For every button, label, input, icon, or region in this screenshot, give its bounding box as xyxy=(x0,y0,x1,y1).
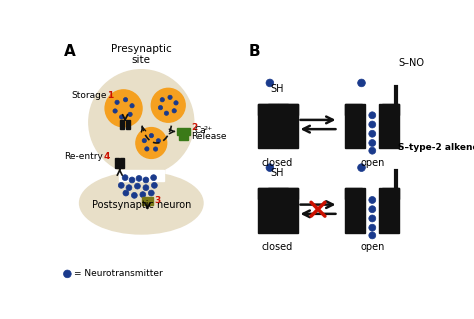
Text: 2+: 2+ xyxy=(204,126,213,131)
Circle shape xyxy=(145,147,149,151)
Bar xyxy=(379,189,399,233)
Circle shape xyxy=(358,164,365,172)
Bar xyxy=(346,104,365,148)
Bar xyxy=(257,189,278,233)
Bar xyxy=(383,104,399,115)
Text: 4: 4 xyxy=(103,152,110,161)
Bar xyxy=(278,189,298,233)
Text: Release: Release xyxy=(191,131,227,141)
Circle shape xyxy=(130,104,134,108)
Text: Re-entry: Re-entry xyxy=(64,152,103,161)
Circle shape xyxy=(129,177,135,183)
Circle shape xyxy=(123,190,129,196)
Circle shape xyxy=(369,112,376,119)
Circle shape xyxy=(135,183,140,189)
Circle shape xyxy=(105,90,142,127)
Text: 2: 2 xyxy=(191,123,198,132)
Circle shape xyxy=(160,98,164,102)
Circle shape xyxy=(266,164,273,172)
Circle shape xyxy=(156,139,161,143)
Text: = Neurotransmitter: = Neurotransmitter xyxy=(74,270,163,278)
Circle shape xyxy=(143,185,149,190)
Text: SH: SH xyxy=(271,84,284,94)
Bar xyxy=(257,104,288,115)
Bar xyxy=(346,189,362,199)
Bar xyxy=(119,170,164,181)
Circle shape xyxy=(140,192,146,197)
Circle shape xyxy=(136,175,142,181)
Circle shape xyxy=(369,224,376,231)
Bar xyxy=(126,120,130,129)
Circle shape xyxy=(151,88,185,122)
Circle shape xyxy=(266,79,273,87)
Circle shape xyxy=(369,197,376,204)
Circle shape xyxy=(136,128,167,159)
FancyBboxPatch shape xyxy=(142,197,153,204)
Circle shape xyxy=(369,206,376,213)
Bar xyxy=(267,189,298,199)
Text: closed: closed xyxy=(262,158,293,167)
Text: Presynaptic
site: Presynaptic site xyxy=(111,44,172,65)
Circle shape xyxy=(152,182,157,188)
Bar xyxy=(267,104,298,115)
Circle shape xyxy=(369,130,376,137)
Circle shape xyxy=(168,95,172,100)
Circle shape xyxy=(151,175,156,181)
Bar xyxy=(346,189,365,233)
Circle shape xyxy=(158,106,163,110)
Bar xyxy=(278,104,298,148)
FancyBboxPatch shape xyxy=(179,135,188,140)
Circle shape xyxy=(143,177,149,183)
Bar xyxy=(383,189,399,199)
Circle shape xyxy=(149,133,154,138)
Bar xyxy=(346,104,362,115)
Circle shape xyxy=(164,111,169,115)
Circle shape xyxy=(369,215,376,222)
Circle shape xyxy=(369,232,376,239)
Circle shape xyxy=(174,101,178,105)
Circle shape xyxy=(369,121,376,128)
Circle shape xyxy=(118,182,124,188)
Bar xyxy=(115,158,119,168)
Circle shape xyxy=(64,270,71,278)
Bar xyxy=(257,189,288,199)
Text: open: open xyxy=(360,242,384,252)
Ellipse shape xyxy=(80,172,203,234)
Text: 3: 3 xyxy=(155,196,161,205)
Bar xyxy=(257,104,278,148)
Bar xyxy=(118,162,164,176)
Circle shape xyxy=(148,190,154,196)
Bar xyxy=(120,120,124,129)
Circle shape xyxy=(123,98,128,102)
Circle shape xyxy=(113,109,117,113)
Circle shape xyxy=(128,112,132,116)
Circle shape xyxy=(142,138,146,143)
Circle shape xyxy=(369,139,376,146)
Circle shape xyxy=(115,100,119,105)
Text: Postsynaptic neuron: Postsynaptic neuron xyxy=(91,200,191,210)
Text: open: open xyxy=(360,158,384,167)
Text: Ca: Ca xyxy=(194,126,206,135)
Circle shape xyxy=(172,109,176,113)
Circle shape xyxy=(119,115,124,119)
Text: SH: SH xyxy=(271,168,284,178)
Circle shape xyxy=(358,79,365,87)
Circle shape xyxy=(154,147,158,151)
Circle shape xyxy=(122,175,128,181)
Bar xyxy=(120,158,124,168)
Circle shape xyxy=(131,192,137,198)
Text: B: B xyxy=(249,44,261,59)
Bar xyxy=(379,104,399,148)
Text: S–type-2 alkene: S–type-2 alkene xyxy=(399,143,474,152)
FancyBboxPatch shape xyxy=(177,128,190,135)
Text: closed: closed xyxy=(262,242,293,252)
Circle shape xyxy=(369,147,376,154)
Circle shape xyxy=(126,185,132,190)
Text: 1: 1 xyxy=(108,91,114,100)
Text: A: A xyxy=(64,44,76,59)
Text: Storage: Storage xyxy=(71,91,107,100)
Text: S–NO: S–NO xyxy=(399,58,424,68)
Circle shape xyxy=(89,70,194,174)
